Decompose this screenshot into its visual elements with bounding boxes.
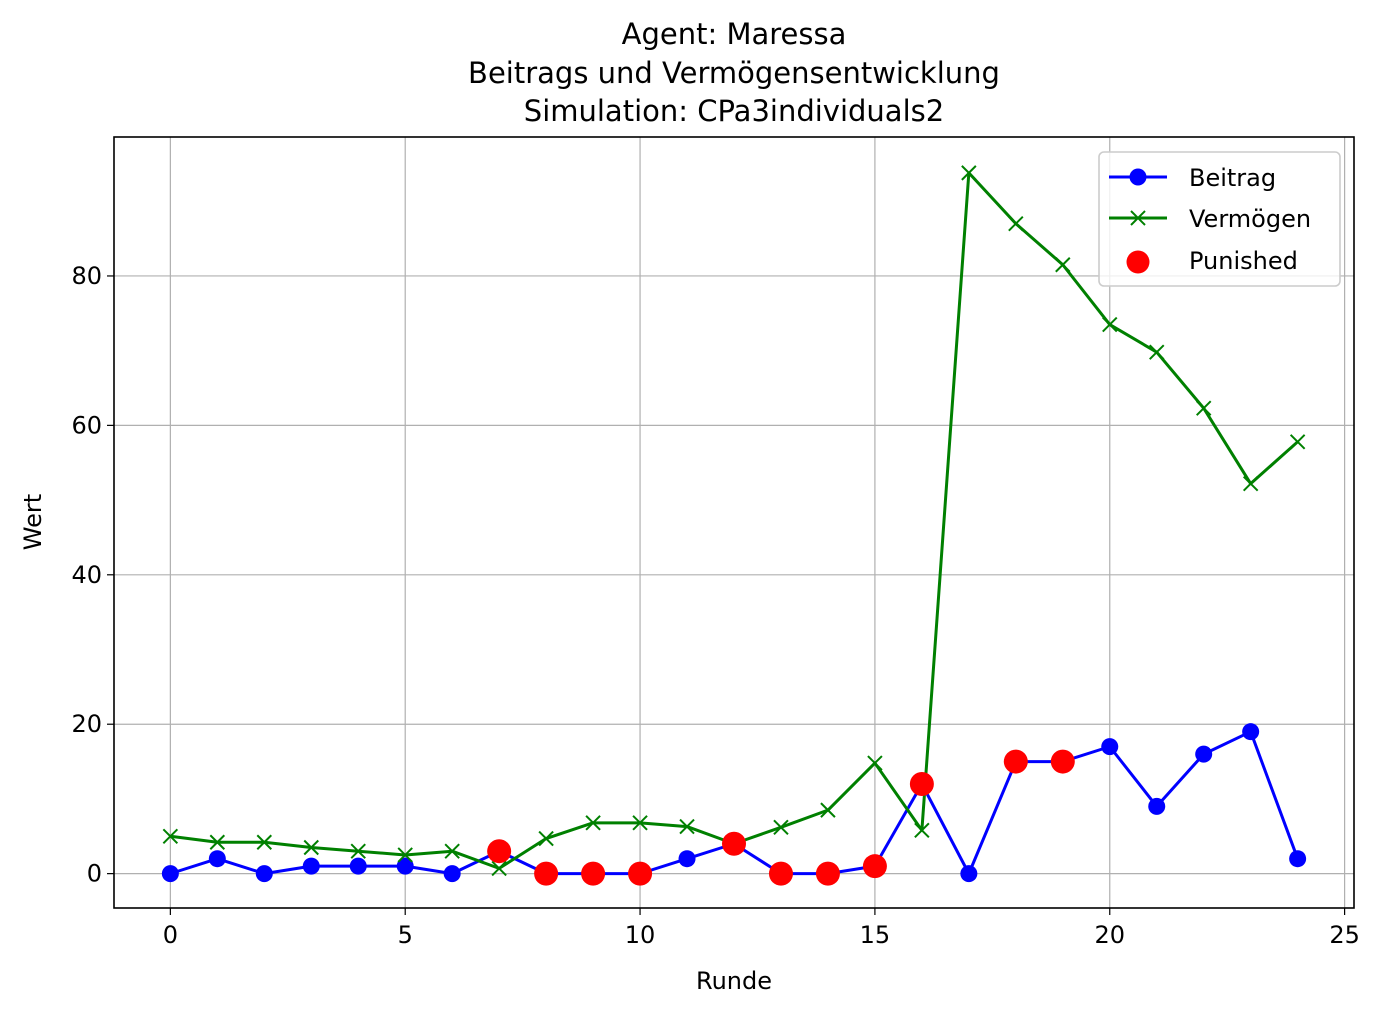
data-point-beitrag [1101,738,1119,756]
x-tick-label: 15 [860,921,891,949]
data-point-beitrag [1195,745,1213,763]
data-point-beitrag [960,865,978,883]
data-point-vermoegen [1149,344,1165,360]
chart-title-line-3: Simulation: CPa3individuals2 [524,94,944,128]
data-point-vermoegen [1195,400,1212,416]
data-point-beitrag [302,857,320,875]
data-point-beitrag [1148,797,1166,815]
data-point-vermoegen [867,755,883,771]
data-point-vermoegen [303,839,319,856]
punished-point [581,861,606,886]
data-point-vermoegen [914,822,930,839]
legend-vermoegen-marker [1130,210,1146,226]
data-point-vermoegen [773,819,789,836]
legend-punished-marker [1126,250,1150,274]
data-point-vermoegen [491,860,507,877]
x-tick-label: 5 [398,921,413,949]
data-point-vermoegen [397,847,413,863]
data-point-vermoegen [162,828,179,844]
y-tick-label: 40 [71,561,102,589]
x-axis-ticks: 0 5 10 15 20 25 [163,908,1360,949]
punished-point [487,839,512,864]
legend-entry-beitrag: Beitrag [1109,164,1276,192]
y-axis-label: Wert [19,494,47,550]
data-point-vermoegen [256,834,273,850]
punished-point [1050,749,1075,774]
legend-vermoegen-label: Vermögen [1189,205,1311,233]
data-point-beitrag [678,850,696,868]
punished-point [909,771,934,796]
legend: Beitrag Vermögen Punished [1098,151,1341,287]
data-point-beitrag [443,865,461,883]
chart-title-line-2: Beitrags und Vermögensentwicklung [468,56,1000,90]
data-point-beitrag [255,865,273,883]
chart-title-line-1: Agent: Maressa [622,17,847,51]
data-point-vermoegen [679,818,695,835]
legend-entry-vermoegen: Vermögen [1109,205,1311,233]
punished-point [722,831,746,856]
data-point-beitrag [208,850,226,868]
punished-point [768,861,793,886]
data-point-vermoegen [1289,434,1306,450]
x-tick-label: 25 [1329,921,1360,949]
legend-box [1098,151,1341,287]
data-point-vermoegen [444,843,460,859]
legend-beitrag-marker [1129,168,1147,186]
data-point-beitrag [349,857,367,875]
chart-title: Agent: Maressa Beitrags und Vermögensent… [468,17,1000,128]
data-point-beitrag [161,865,179,883]
punished-point [1003,749,1028,774]
x-axis-label: Runde [696,967,772,995]
y-tick-label: 80 [71,262,102,290]
y-tick-label: 60 [71,411,102,439]
x-tick-label: 20 [1094,921,1125,949]
data-point-vermoegen [961,165,977,181]
data-point-vermoegen [538,830,554,847]
data-point-beitrag [1242,723,1260,741]
y-tick-label: 0 [87,860,102,888]
data-point-vermoegen [350,843,366,859]
y-tick-label: 20 [71,710,102,738]
plot-frame [113,136,1355,909]
data-point-vermoegen [585,815,601,831]
legend-beitrag-label: Beitrag [1189,164,1276,192]
y-axis-ticks: 0 20 40 60 80 [71,262,114,888]
data-point-beitrag [1289,850,1307,868]
data-point-vermoegen [820,802,836,818]
punished-point [534,861,559,886]
data-point-vermoegen [1055,257,1071,273]
data-point-beitrag [396,857,414,875]
x-tick-label: 10 [625,921,656,949]
data-point-vermoegen [632,815,648,831]
legend-entry-punished: Punished [1126,247,1298,275]
data-point-vermoegen [209,834,226,850]
data-point-vermoegen [1102,316,1118,333]
punished-point [815,861,840,886]
punished-point [862,854,887,879]
legend-punished-label: Punished [1189,247,1298,275]
x-tick-label: 0 [163,921,178,949]
punished-markers [487,749,1075,886]
data-point-vermoegen [1242,475,1259,492]
data-point-vermoegen [1008,215,1024,232]
punished-point [628,861,653,886]
